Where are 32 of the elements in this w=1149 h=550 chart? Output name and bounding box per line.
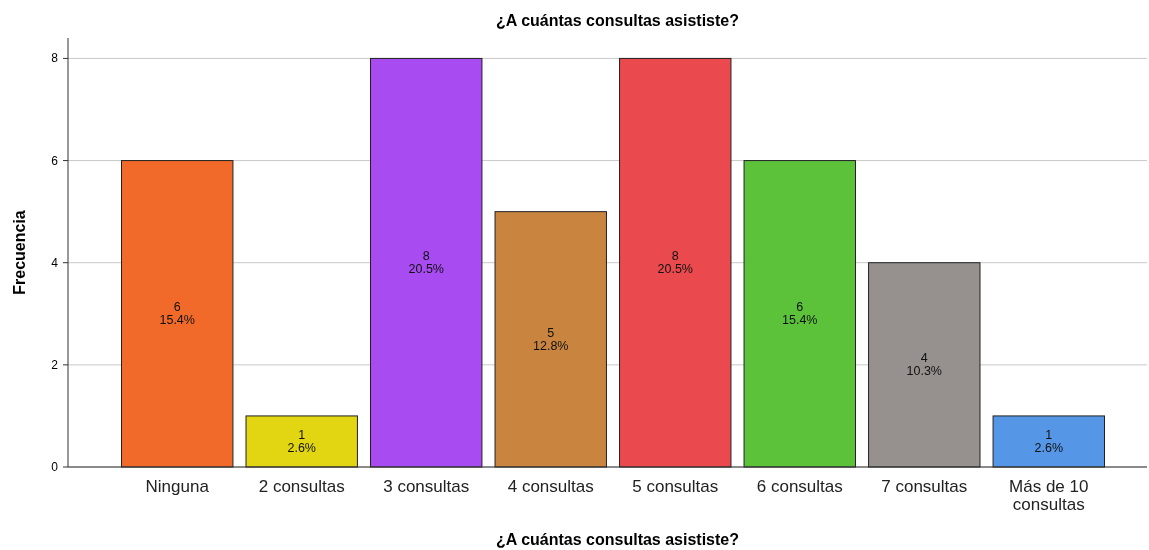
y-axis-title: Frecuencia: [11, 210, 28, 295]
bar: [370, 57, 483, 468]
x-tick-label: 7 consultas: [881, 477, 968, 496]
data-label: 4 10.3%: [906, 351, 942, 379]
chart-title: ¿A cuántas consultas asististe?: [495, 12, 740, 29]
bar: [245, 415, 358, 468]
data-label: 5 12.8%: [533, 325, 569, 353]
y-tick-label: 0: [51, 460, 59, 474]
x-tick-label: 5 consultas: [632, 477, 719, 496]
data-label: 6 15.4%: [159, 300, 195, 328]
data-label: 8 20.5%: [408, 249, 444, 277]
data-label: 8 20.5%: [657, 249, 693, 277]
data-label: 1 2.6%: [1034, 427, 1064, 455]
x-tick-label: 4 consultas: [507, 477, 594, 496]
y-tick-label: 6: [51, 153, 59, 168]
y-tick-label: 4: [51, 255, 59, 270]
x-tick-label: 3 consultas: [383, 477, 470, 496]
bar: [494, 211, 607, 468]
data-label: 6 15.4%: [782, 300, 818, 328]
y-tick-label: 8: [51, 51, 59, 66]
x-tick-label: 6 consultas: [756, 477, 843, 496]
x-tick-label: Más de 10 consultas: [1009, 477, 1089, 514]
data-label: 1 2.6%: [287, 427, 316, 455]
bar: [868, 262, 981, 468]
bar: [992, 415, 1105, 468]
x-tick-label: 2 consultas: [258, 477, 345, 496]
bar: [743, 160, 856, 468]
x-tick-label: Ninguna: [145, 477, 210, 496]
y-tick-label: 2: [51, 357, 59, 372]
bar: [121, 160, 234, 468]
x-axis-title: ¿A cuántas consultas asististe?: [495, 531, 740, 548]
bar: [619, 57, 732, 468]
